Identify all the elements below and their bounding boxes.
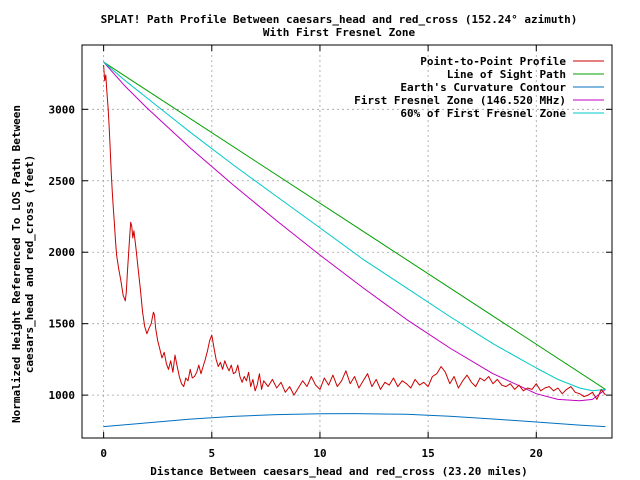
legend-label-60-of-first-fresnel-zone: 60% of First Fresnel Zone bbox=[400, 107, 566, 120]
series-line-line-of-sight-path bbox=[103, 61, 606, 390]
axis-ticks: 0 5 10 15 20 1000 1500 2000 2500 3000 bbox=[49, 45, 612, 460]
series-line-60-of-first-fresnel-zone bbox=[103, 61, 606, 392]
y-tick-label: 2000 bbox=[49, 246, 76, 259]
x-tick-label: 15 bbox=[421, 447, 434, 460]
x-tick-label: 0 bbox=[100, 447, 107, 460]
y-tick-label: 1500 bbox=[49, 318, 76, 331]
x-tick-label: 5 bbox=[208, 447, 215, 460]
y-axis-label-group: Normalized Height Referenced To LOS Path… bbox=[10, 105, 36, 423]
x-tick-label: 10 bbox=[313, 447, 326, 460]
x-tick-label: 20 bbox=[530, 447, 543, 460]
grid-lines bbox=[82, 45, 612, 438]
legend-label-first-fresnel-zone-146-520-mhz: First Fresnel Zone (146.520 MHz) bbox=[354, 94, 566, 107]
legend-label-line-of-sight-path: Line of Sight Path bbox=[447, 68, 566, 81]
y-axis-label-line-2: caesars_head and red_cross (feet) bbox=[23, 155, 36, 374]
chart-subtitle: With First Fresnel Zone bbox=[263, 26, 416, 39]
series-line-first-fresnel-zone-146-520-mhz bbox=[103, 61, 606, 402]
chart-title: SPLAT! Path Profile Between caesars_head… bbox=[101, 13, 578, 26]
series-line-earth-s-curvature-contour bbox=[103, 413, 606, 428]
y-tick-label: 1000 bbox=[49, 389, 76, 402]
legend-label-point-to-point-profile: Point-to-Point Profile bbox=[420, 55, 566, 68]
plot-area-frame bbox=[81, 44, 613, 439]
y-axis-label-line-1: Normalized Height Referenced To LOS Path… bbox=[10, 105, 23, 423]
series-line-point-to-point-profile bbox=[103, 64, 606, 400]
y-tick-label: 3000 bbox=[49, 103, 76, 116]
plot-series bbox=[103, 61, 606, 428]
x-axis-label: Distance Between caesars_head and red_cr… bbox=[150, 465, 528, 478]
y-tick-label: 2500 bbox=[49, 175, 76, 188]
legend-label-earth-s-curvature-contour: Earth's Curvature Contour bbox=[400, 81, 566, 94]
